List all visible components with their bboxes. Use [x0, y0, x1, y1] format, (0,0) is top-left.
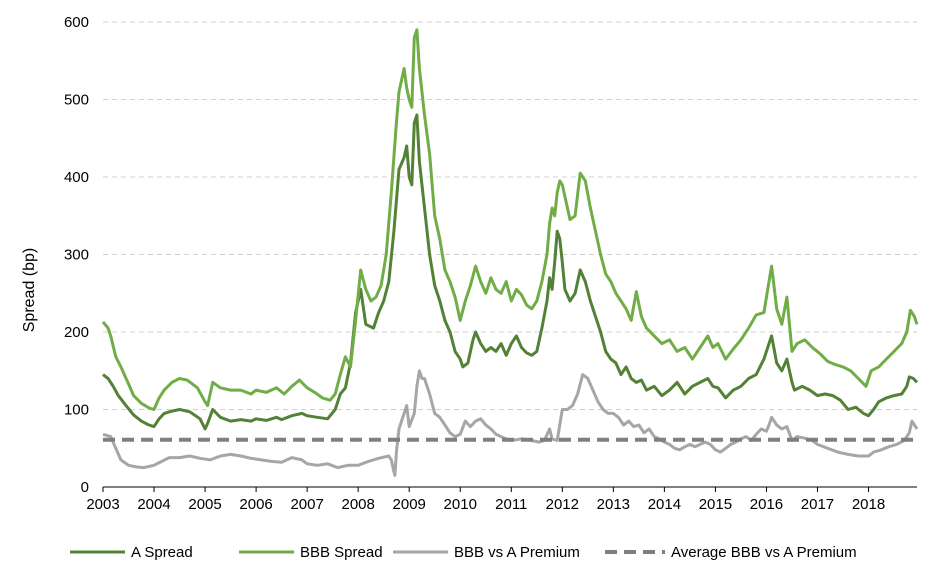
y-tick-label: 0 [81, 479, 89, 496]
y-tick-label: 200 [64, 324, 89, 341]
legend-label: Average BBB vs A Premium [671, 544, 857, 561]
x-tick-label: 2012 [546, 496, 579, 513]
x-tick-label: 2016 [750, 496, 783, 513]
x-tick-label: 2017 [801, 496, 834, 513]
series-line-bbb-vs-a-premium [102, 369, 919, 477]
x-tick-label: 2015 [699, 496, 732, 513]
legend-label: A Spread [131, 544, 193, 561]
x-tick-label: 2004 [137, 496, 170, 513]
axes: Spread (bp) 0 100 200 300 400 500 600 2003 2004 2… [21, 14, 917, 513]
legend-item: Average BBB vs A Premium [605, 544, 857, 561]
x-tick-label: 2006 [239, 496, 272, 513]
x-tick-label: 2009 [393, 496, 426, 513]
y-tick-label: 400 [64, 169, 89, 186]
series [101, 28, 919, 477]
x-tick-label: 2010 [444, 496, 477, 513]
x-tick-label: 2005 [188, 496, 221, 513]
series-line-a-spread [102, 113, 919, 431]
legend: A Spread BBB Spread BBB vs A Premium Averag… [70, 544, 857, 561]
x-tick-label: 2007 [290, 496, 323, 513]
x-tick-label: 2008 [341, 496, 374, 513]
x-tick-label: 2013 [597, 496, 630, 513]
legend-label: BBB Spread [300, 544, 383, 561]
x-tick-label: 2018 [852, 496, 885, 513]
y-tick-label: 300 [64, 247, 89, 264]
y-tick-label: 500 [64, 92, 89, 109]
series-line-bbb-spread [101, 28, 919, 411]
legend-item: BBB vs A Premium [393, 544, 580, 561]
y-axis-title: Spread (bp) [21, 248, 38, 333]
y-tick-label: 100 [64, 402, 89, 419]
legend-item: A Spread [70, 544, 193, 561]
x-tick-label: 2014 [648, 496, 681, 513]
x-tick-label: 2011 [495, 496, 527, 513]
gridlines [103, 21, 917, 410]
y-tick-label: 600 [64, 14, 89, 31]
x-tick-label: 2003 [86, 496, 119, 513]
legend-label: BBB vs A Premium [454, 544, 580, 561]
legend-item: BBB Spread [239, 544, 383, 561]
